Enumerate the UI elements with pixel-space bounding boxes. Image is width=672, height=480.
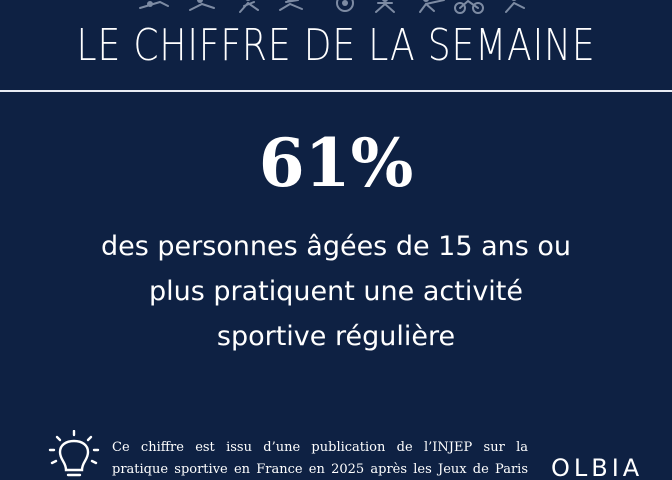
page-title: LE CHIFFRE DE LA SEMAINE (76, 20, 596, 71)
headline-figure: 61% (258, 124, 414, 202)
footer: Ce chiffre est issu d’une publication de… (0, 428, 672, 480)
source-note: Ce chiffre est issu d’une publication de… (112, 437, 528, 480)
lightbulb-icon (48, 430, 100, 477)
description-line: des personnes âgées de 15 ans ou (100, 231, 572, 262)
source-note-line: pratique sportive en France en 2025 aprè… (112, 462, 528, 477)
description-line: sportive régulière (216, 321, 456, 352)
source-note-line: Ce chiffre est issu d’une publication de… (112, 440, 528, 455)
figure-description: des personnes âgées de 15 ans ou plus pr… (60, 224, 612, 359)
brand-logo: OLBIA (551, 454, 644, 480)
description-line: plus pratiquent une activité (149, 276, 523, 307)
athlete-silhouettes-icon (139, 0, 525, 14)
header-divider (0, 90, 672, 92)
